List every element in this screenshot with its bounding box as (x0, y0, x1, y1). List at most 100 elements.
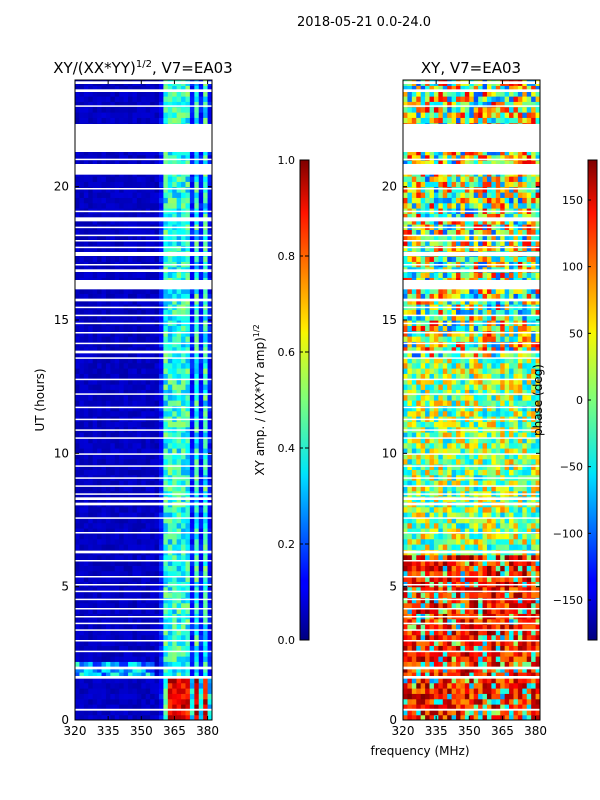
heatmap-cell (145, 336, 151, 342)
heatmap-cell (198, 656, 204, 662)
heatmap-cell (198, 629, 204, 636)
heatmap-cell (163, 394, 169, 401)
heatmap-cell (473, 645, 479, 652)
heatmap-cell (83, 101, 89, 108)
heatmap-cell (83, 432, 89, 438)
heatmap-cell (123, 336, 129, 342)
heatmap-cell (75, 272, 81, 278)
heatmap-cell (491, 618, 497, 625)
heatmap-cell (495, 597, 501, 604)
heatmap-cell (442, 650, 448, 657)
heatmap-cell (535, 682, 540, 689)
heatmap-cell (119, 400, 125, 406)
heatmap-cell (478, 672, 484, 678)
heatmap-cell (132, 677, 138, 684)
heatmap-cell (79, 229, 85, 236)
heatmap-cell (163, 186, 169, 193)
heatmap-cell (464, 560, 470, 566)
heatmap-cell (163, 234, 169, 241)
heatmap-cell (167, 346, 173, 353)
heatmap-cell (513, 554, 519, 561)
heatmap-cell (136, 229, 142, 236)
flagged-interval (75, 350, 212, 354)
heatmap-cell (150, 698, 156, 705)
heatmap-cell (194, 256, 200, 262)
heatmap-cell (119, 106, 125, 113)
heatmap-cell (167, 336, 173, 342)
heatmap-cell (194, 597, 200, 604)
heatmap-cell (176, 645, 182, 652)
heatmap-cell (203, 512, 209, 518)
heatmap-cell (136, 512, 142, 518)
heatmap-cell (136, 592, 142, 598)
heatmap-cell (500, 554, 506, 561)
heatmap-cell (105, 378, 111, 385)
heatmap-cell (97, 314, 103, 321)
heatmap-cell (105, 106, 111, 113)
heatmap-cell (110, 336, 116, 342)
heatmap-cell (132, 272, 138, 278)
heatmap-cell (185, 106, 191, 113)
heatmap-cell (198, 453, 204, 460)
heatmap-cell (158, 330, 164, 337)
heatmap-cell (110, 314, 116, 321)
heatmap-cell (447, 661, 453, 668)
heatmap-cell (207, 661, 212, 668)
heatmap-cell (500, 682, 506, 689)
heatmap-cell (141, 458, 147, 465)
amp-ylabel: UT (hours) (33, 368, 47, 431)
heatmap-cell (92, 341, 98, 348)
heatmap-cell (101, 410, 107, 417)
heatmap-cell (185, 186, 191, 193)
heatmap-cell (189, 517, 195, 524)
flagged-interval (75, 453, 212, 455)
heatmap-cell (101, 453, 107, 460)
heatmap-cell (189, 373, 195, 380)
heatmap-cell (132, 453, 138, 460)
heatmap-cell (189, 608, 195, 614)
heatmap-cell (75, 293, 81, 300)
heatmap-cell (132, 192, 138, 198)
heatmap-cell (469, 618, 475, 625)
heatmap-cell (504, 618, 510, 625)
heatmap-cell (110, 704, 116, 710)
heatmap-cell (172, 272, 178, 278)
heatmap-cell (97, 634, 103, 641)
heatmap-cell (110, 597, 116, 604)
heatmap-cell (145, 608, 151, 614)
heatmap-cell (145, 634, 151, 641)
heatmap-cell (150, 442, 156, 449)
heatmap-cell (207, 90, 212, 97)
heatmap-cell (114, 597, 120, 604)
heatmap-cell (185, 229, 191, 236)
heatmap-cell (114, 464, 120, 470)
heatmap-cell (145, 453, 151, 460)
heatmap-cell (136, 448, 142, 454)
heatmap-cell (83, 325, 89, 332)
heatmap-cell (92, 85, 98, 92)
heatmap-cell (145, 640, 151, 646)
heatmap-cell (172, 704, 178, 710)
heatmap-cell (181, 85, 187, 92)
heatmap-cell (154, 693, 160, 700)
heatmap-cell (79, 357, 85, 364)
heatmap-cell (185, 101, 191, 108)
heatmap-cell (495, 602, 501, 609)
heatmap-cell (101, 592, 107, 598)
heatmap-cell (491, 533, 497, 540)
heatmap-cell (105, 608, 111, 614)
heatmap-cell (114, 384, 120, 390)
heatmap-cell (145, 485, 151, 492)
heatmap-cell (433, 618, 439, 625)
heatmap-cell (158, 298, 164, 305)
heatmap-cell (79, 85, 85, 92)
heatmap-cell (97, 181, 103, 188)
heatmap-cell (500, 522, 506, 529)
heatmap-cell (88, 325, 94, 332)
heatmap-cell (163, 522, 169, 529)
heatmap-cell (141, 218, 147, 225)
heatmap-cell (154, 213, 160, 220)
heatmap-cell (495, 629, 501, 636)
heatmap-cell (136, 453, 142, 460)
